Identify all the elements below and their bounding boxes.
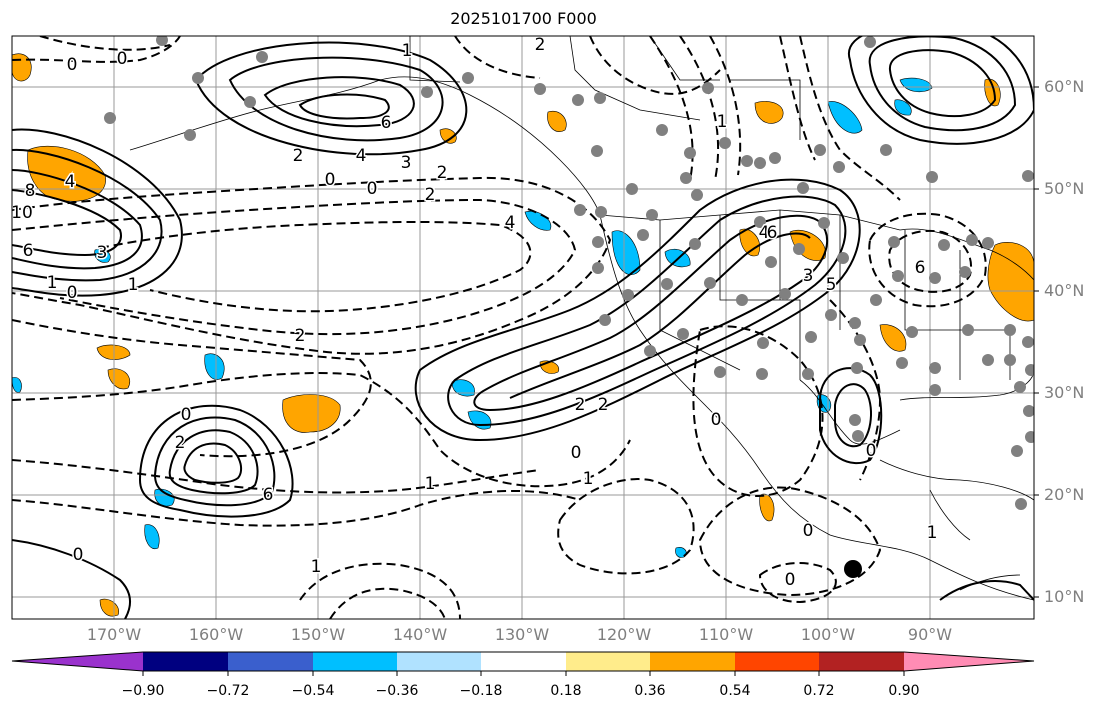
colorbar-segment (650, 652, 735, 671)
map-title: 2025101700 F000 (450, 9, 597, 28)
svg-text:4: 4 (759, 223, 770, 243)
svg-text:2: 2 (535, 35, 546, 55)
lat-label: 30°N (1044, 383, 1085, 402)
colorbar-segment (904, 652, 1034, 671)
lat-label: 20°N (1044, 485, 1085, 504)
svg-text:2: 2 (293, 146, 304, 166)
svg-text:2: 2 (175, 433, 186, 453)
lon-label: 110°W (698, 625, 754, 644)
lon-label: 120°W (596, 625, 652, 644)
colorbar-tick-label: 0.72 (803, 683, 835, 699)
svg-text:2: 2 (295, 326, 306, 346)
coastlines (129, 36, 1034, 601)
colorbar-segment (397, 652, 481, 671)
lat-label: 60°N (1044, 77, 1085, 96)
colorbar-segment (313, 652, 397, 671)
svg-text:8: 8 (25, 181, 36, 201)
svg-text:2: 2 (425, 185, 436, 205)
svg-text:2: 2 (598, 395, 609, 415)
colorbar-tick-label: 0.54 (719, 683, 751, 699)
colorbar-tick-label: 0.36 (634, 683, 666, 699)
svg-text:0: 0 (785, 570, 796, 590)
svg-text:0: 0 (325, 170, 336, 190)
colorbar-tick-label: −0.36 (375, 683, 419, 699)
lat-label: 50°N (1044, 179, 1085, 198)
svg-text:6: 6 (23, 241, 34, 261)
colorbar-segment (566, 652, 650, 671)
colorbar-segment (735, 652, 819, 671)
svg-text:1: 1 (583, 469, 594, 489)
svg-text:6: 6 (381, 113, 392, 133)
colorbar-segment (12, 652, 143, 671)
svg-text:4: 4 (65, 172, 76, 192)
colorbar-segment (819, 652, 904, 671)
lat-label: 40°N (1044, 281, 1085, 300)
svg-text:1: 1 (402, 41, 413, 61)
svg-text:2: 2 (437, 163, 448, 183)
lon-label: 130°W (494, 625, 550, 644)
lon-label: 100°W (800, 625, 856, 644)
svg-text:6: 6 (915, 258, 926, 278)
svg-text:4: 4 (356, 146, 367, 166)
colorbar (11, 651, 1035, 676)
positive-contours (12, 36, 1034, 619)
axis-ticks (1034, 86, 1039, 598)
svg-text:6: 6 (263, 485, 274, 505)
colorbar-tick-label: −0.54 (291, 683, 335, 699)
svg-text:0: 0 (367, 179, 378, 199)
svg-text:1: 1 (128, 275, 139, 295)
svg-text:6: 6 (767, 223, 778, 243)
svg-text:3: 3 (97, 243, 108, 263)
typhoon-marker (844, 560, 862, 578)
svg-text:0: 0 (117, 49, 128, 69)
colorbar-segment (228, 652, 313, 671)
svg-text:0: 0 (866, 441, 877, 461)
svg-text:5: 5 (826, 275, 837, 295)
negative-shading (12, 77, 933, 558)
svg-text:0: 0 (181, 405, 192, 425)
svg-text:0: 0 (803, 521, 814, 541)
svg-text:1: 1 (311, 557, 322, 577)
colorbar-tick-label: −0.18 (459, 683, 503, 699)
svg-text:0: 0 (67, 55, 78, 75)
svg-text:1: 1 (927, 523, 938, 543)
station-dots (104, 36, 1034, 510)
lon-label: 170°W (86, 625, 142, 644)
svg-text:1: 1 (425, 474, 436, 494)
contour-labels: 0 0 1 2 6 4 3 2 0 0 2 2 4 10 8 4 6 3 1 1… (11, 35, 939, 592)
svg-text:4: 4 (505, 213, 516, 233)
positive-shading (12, 53, 1034, 617)
map-frame (11, 35, 1035, 620)
colorbar-tick-label: 0.90 (888, 683, 920, 699)
svg-text:1: 1 (47, 273, 58, 293)
colorbar-tick-label: −0.90 (121, 683, 165, 699)
svg-text:0: 0 (571, 443, 582, 463)
colorbar-segment (481, 652, 566, 671)
lon-label: 150°W (290, 625, 346, 644)
lat-label: 10°N (1044, 587, 1085, 606)
colorbar-segment (143, 652, 228, 671)
svg-text:0: 0 (73, 545, 84, 565)
svg-text:3: 3 (803, 266, 814, 286)
lon-label: 90°W (907, 625, 953, 644)
colorbar-tick-label: −0.72 (206, 683, 250, 699)
lon-label: 160°W (188, 625, 244, 644)
colorbar-tick-label: 0.18 (550, 683, 582, 699)
svg-text:10: 10 (11, 203, 33, 223)
svg-text:0: 0 (67, 283, 78, 303)
svg-text:0: 0 (711, 410, 722, 430)
svg-text:2: 2 (575, 395, 586, 415)
svg-text:3: 3 (401, 153, 412, 173)
lon-label: 140°W (392, 625, 448, 644)
svg-text:1: 1 (717, 112, 728, 132)
